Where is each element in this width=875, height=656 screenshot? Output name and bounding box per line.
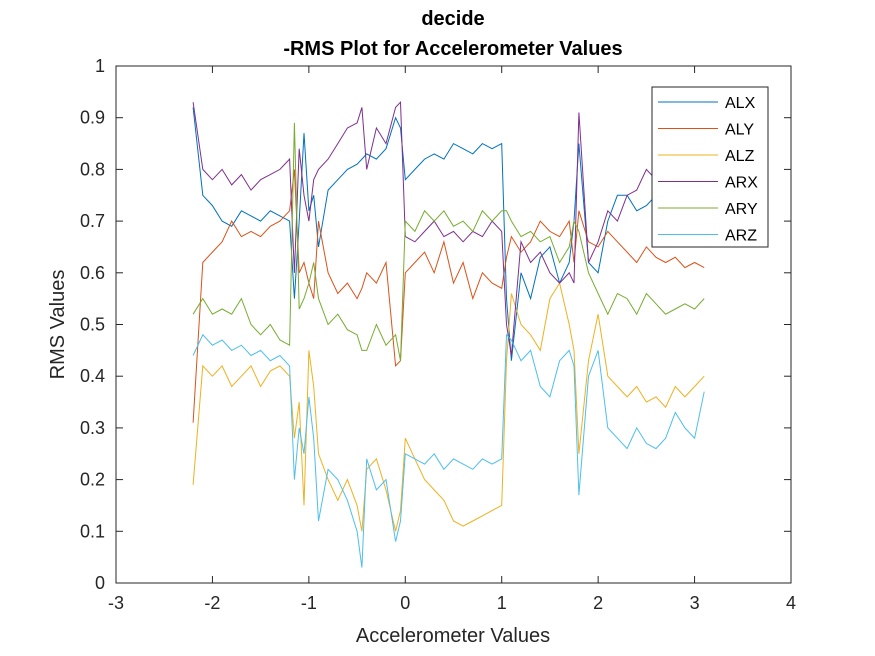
x-axis-label: Accelerometer Values [356,625,550,647]
legend-label-ary: ARY [725,201,758,218]
chart-subtitle: -RMS Plot for Accelerometer Values [283,38,622,60]
x-tick-label: 1 [497,593,507,613]
y-tick-label: 0.5 [80,315,105,335]
x-tick-label: 0 [400,593,410,613]
y-tick-label: 0.6 [80,263,105,283]
y-axis-ticks: 0 0.1 0.2 0.3 0.4 0.5 0.6 0.7 0.8 0.9 1 [80,56,791,593]
series-layer [192,100,705,568]
series-line-arz [192,333,705,568]
legend-label-aly: ALY [725,122,754,139]
legend-label-arz: ARZ [725,228,757,245]
series-line-aly [192,169,705,423]
y-tick-label: 0.7 [80,211,105,231]
x-tick-label: -3 [108,593,124,613]
x-tick-label: 2 [593,593,603,613]
x-tick-label: -2 [204,593,220,613]
legend: ALX ALY ALZ ARX ARY ARZ [651,86,769,248]
legend-box [651,86,769,248]
y-tick-label: 0.1 [80,521,105,541]
series-line-ary [192,122,705,361]
y-tick-label: 1 [95,56,105,76]
y-tick-label: 0.3 [80,418,105,438]
y-axis-label: RMS Values [47,270,69,380]
legend-label-alz: ALZ [725,148,755,165]
y-tick-label: 0.4 [80,366,105,386]
x-tick-label: -1 [301,593,317,613]
y-tick-label: 0.2 [80,470,105,490]
y-tick-label: 0.9 [80,108,105,128]
legend-label-arx: ARX [725,175,758,192]
legend-label-alx: ALX [725,95,756,112]
x-tick-label: 4 [786,593,796,613]
y-tick-label: 0.8 [80,159,105,179]
y-tick-label: 0 [95,573,105,593]
chart-title: decide [421,8,484,30]
x-axis-ticks: -3 -2 -1 0 1 2 3 4 [108,66,796,613]
series-line-alx [192,107,705,361]
x-tick-label: 3 [690,593,700,613]
